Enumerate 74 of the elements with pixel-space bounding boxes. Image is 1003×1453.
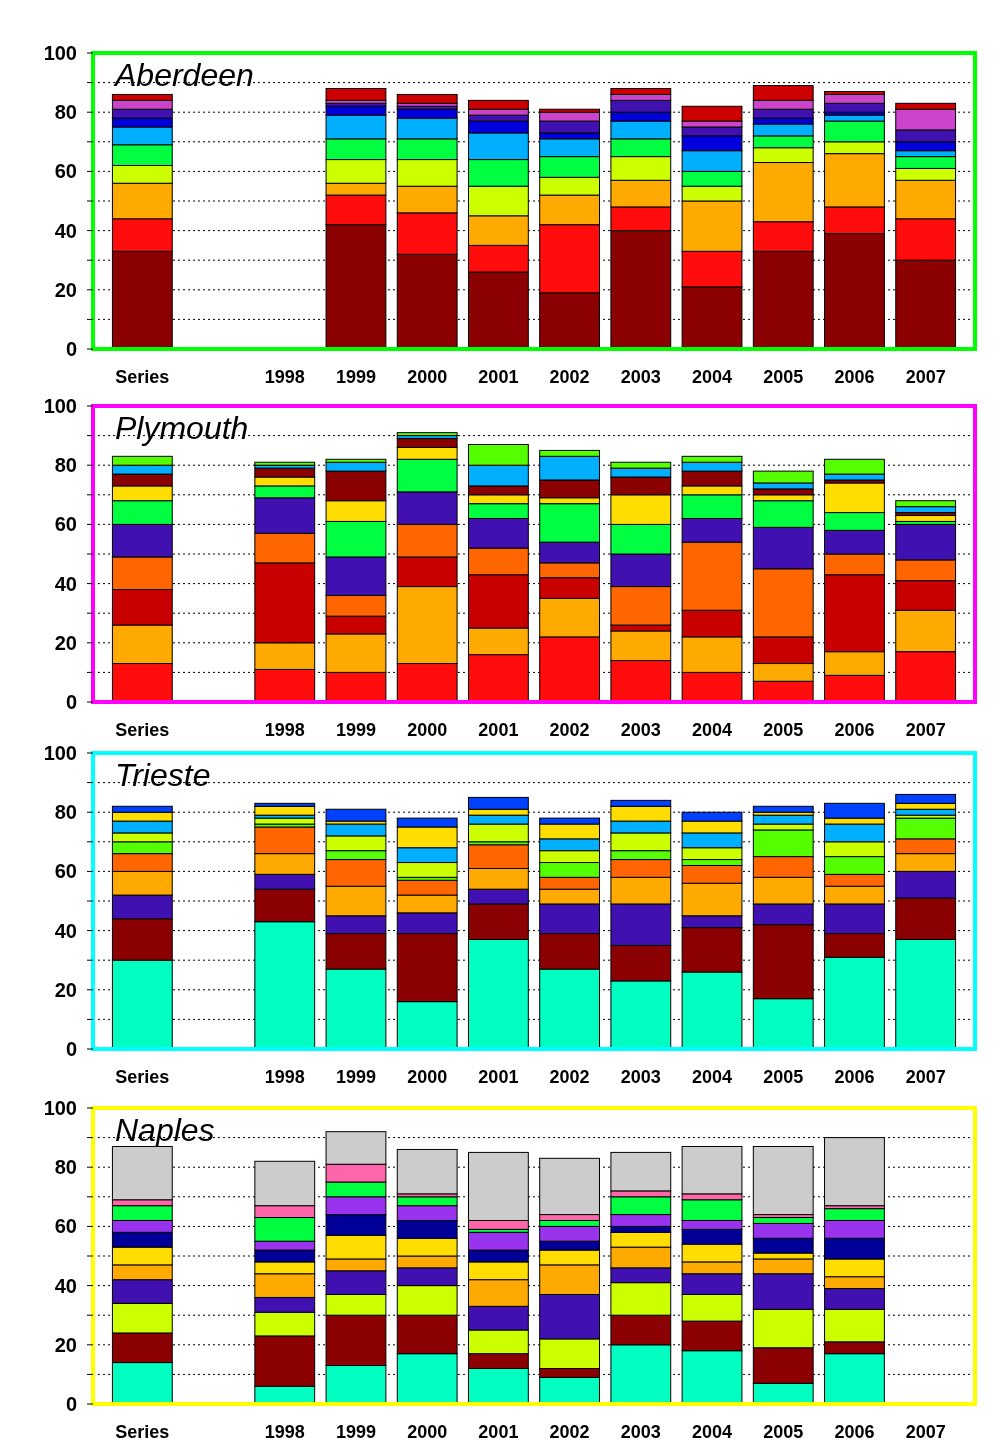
x-tick-label: 2004: [692, 720, 733, 740]
x-tick-label: 2001: [478, 1067, 519, 1087]
x-tick-label: 2000: [407, 720, 448, 740]
x-tick-label: 2007: [905, 720, 946, 740]
x-tick-label: 2001: [478, 720, 519, 740]
x-tick-label: 2004: [692, 1067, 733, 1087]
y-tick-label: 60: [54, 513, 77, 536]
x-tick-label: 2002: [549, 1067, 590, 1087]
x-tick-label: 2006: [834, 720, 875, 740]
y-tick-label: 100: [43, 395, 77, 417]
x-tick-label: 2000: [407, 1422, 448, 1442]
y-tick-label: 20: [54, 631, 77, 654]
x-tick-label: 2003: [620, 1067, 661, 1087]
x-tick-label: 2007: [905, 367, 946, 387]
y-tick-label: 80: [54, 101, 77, 124]
x-tick-label: 2003: [620, 367, 661, 387]
x-tick-label: 2002: [549, 367, 590, 387]
x-tick-label: 2005: [763, 367, 804, 387]
x-tick-label: 2005: [763, 720, 804, 740]
x-tick-label: Series: [115, 367, 170, 387]
x-tick-label: 2001: [478, 367, 519, 387]
y-tick-label: 100: [43, 742, 77, 764]
x-tick-label: 2005: [763, 1067, 804, 1087]
x-tick-label: 2004: [692, 367, 733, 387]
y-tick-label: 0: [65, 1393, 77, 1415]
x-tick-label: 1998: [264, 720, 305, 740]
y-tick-label: 40: [54, 219, 77, 242]
y-tick-label: 0: [65, 691, 77, 713]
y-tick-label: 80: [54, 454, 77, 477]
bar: [325, 88, 387, 101]
x-tick-label: 2005: [763, 1422, 804, 1442]
y-tick-label: 40: [54, 572, 77, 595]
x-tick-label: 2002: [549, 720, 590, 740]
y-tick-label: 80: [54, 801, 77, 824]
x-tick-label: 1998: [264, 1422, 305, 1442]
y-tick-label: 20: [54, 278, 77, 301]
x-tick-label: 2002: [549, 1422, 590, 1442]
x-tick-label: 2007: [905, 1422, 946, 1442]
y-tick-label: 0: [65, 1038, 77, 1060]
x-tick-label: Series: [115, 720, 170, 740]
x-tick-label: 1998: [264, 367, 305, 387]
x-tick-label: 2006: [834, 367, 875, 387]
x-tick-label: 2006: [834, 1067, 875, 1087]
bar: [396, 93, 458, 104]
x-tick-label: 1999: [335, 1422, 376, 1442]
chart-title: Plymouth: [115, 410, 249, 446]
y-tick-label: 80: [54, 1156, 77, 1179]
y-tick-label: 0: [65, 338, 77, 360]
chart-title: Trieste: [115, 757, 211, 793]
x-tick-label: 1999: [335, 720, 376, 740]
x-tick-label: Series: [115, 1422, 170, 1442]
chart-title: Naples: [115, 1112, 215, 1148]
y-tick-label: 20: [54, 978, 77, 1001]
y-tick-label: 40: [54, 1274, 77, 1297]
x-tick-label: 2003: [620, 1422, 661, 1442]
y-tick-label: 100: [43, 42, 77, 64]
y-tick-label: 20: [54, 1333, 77, 1356]
y-tick-label: 100: [43, 1097, 77, 1119]
x-tick-label: 2004: [692, 1422, 733, 1442]
x-tick-label: 2000: [407, 1067, 448, 1087]
y-tick-label: 60: [54, 160, 77, 183]
x-tick-label: 2007: [905, 1067, 946, 1087]
x-tick-label: 2000: [407, 367, 448, 387]
y-tick-label: 60: [54, 1215, 77, 1238]
x-tick-label: 1998: [264, 1067, 305, 1087]
chart-title: Aberdeen: [113, 57, 254, 93]
x-tick-label: 2006: [834, 1422, 875, 1442]
x-tick-label: 1999: [335, 367, 376, 387]
x-tick-label: 2003: [620, 720, 661, 740]
y-tick-label: 40: [54, 919, 77, 942]
x-tick-label: 2001: [478, 1422, 519, 1442]
x-tick-label: 1999: [335, 1067, 376, 1087]
x-tick-label: Series: [115, 1067, 170, 1087]
y-tick-label: 60: [54, 860, 77, 883]
